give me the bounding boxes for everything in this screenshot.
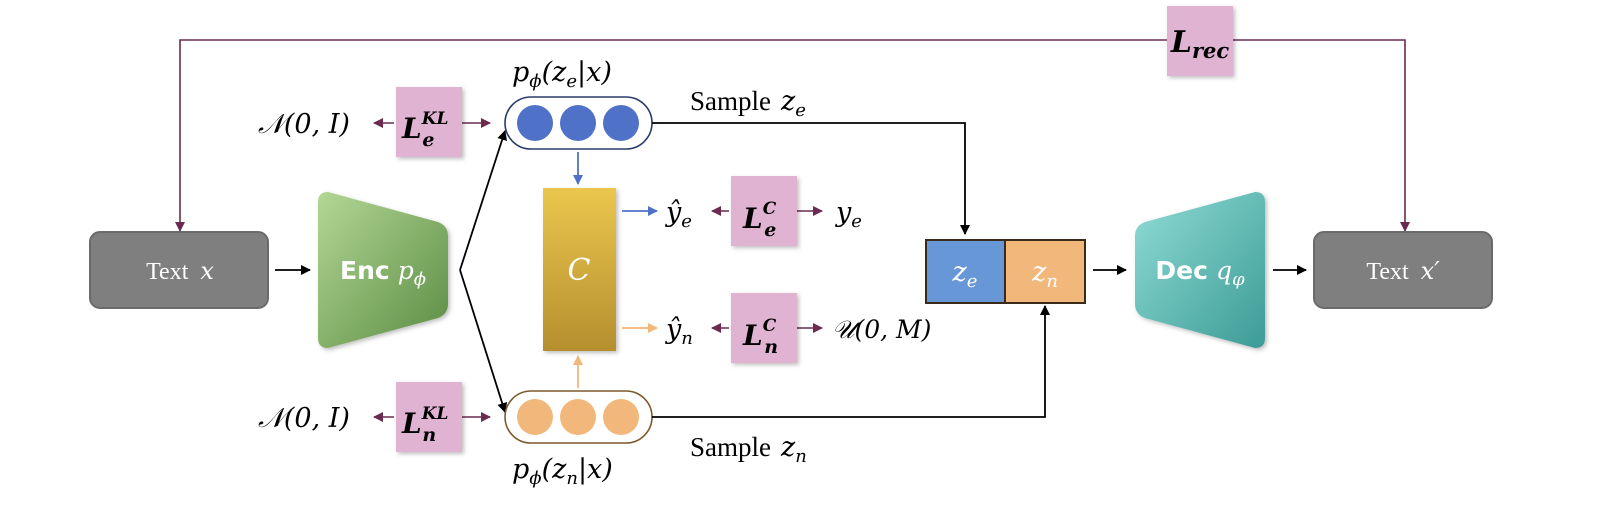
latent-n-label: zn (1031, 257, 1058, 292)
output-text-box: Text x′ (1313, 231, 1493, 309)
c-e-sub: e (764, 219, 776, 241)
classifier-label: C (568, 253, 591, 288)
prior-e: 𝒩(0, I) (258, 109, 350, 140)
decoder-var: q (1216, 256, 1232, 285)
arrow-encoder-to-ze (459, 130, 507, 271)
c-e-sup: C (763, 199, 777, 219)
prior-n: 𝒩(0, I) (258, 403, 350, 434)
rec-loss-line-right (1233, 39, 1410, 232)
rec-loss-base: L (1170, 25, 1192, 60)
encoder-block: Enc pϕ (318, 192, 448, 348)
c-n-sup: C (763, 316, 777, 336)
kl-n-sup: KL (421, 404, 449, 424)
input-text-label: Text (146, 259, 189, 285)
input-text-var: x (200, 257, 214, 285)
c-loss-e-box: LC e (731, 176, 797, 246)
c-e-base: L (742, 202, 763, 235)
c-n-sub: n (764, 336, 778, 358)
sample-n-line (652, 305, 1050, 418)
encoder-var: p (398, 256, 414, 285)
posterior-n-label: pϕ(zn|x) (512, 454, 613, 489)
output-text-label: Text (1366, 259, 1409, 285)
latent-concat: ze zn (925, 239, 1086, 304)
kl-e-sup: KL (421, 109, 449, 129)
kl-n-base: L (401, 407, 422, 440)
sample-n-text: Sample zn (690, 432, 807, 467)
yhat-n: ŷn (665, 314, 693, 349)
kl-n-sub: n (422, 424, 436, 446)
rec-loss-line (175, 39, 1167, 232)
latent-e-label: ze (952, 257, 978, 292)
classifier-block: C (543, 188, 616, 351)
target-n: 𝒰(0, M) (832, 315, 931, 344)
decoder-label: Dec (1155, 256, 1208, 285)
kl-loss-e-box: LKL e (396, 87, 462, 157)
posterior-e-label: pϕ(ze|x) (512, 57, 612, 92)
svg-text:Lrec: Lrec (1170, 25, 1230, 63)
svg-text:LCe: LC e (742, 199, 777, 241)
posterior-e-node (504, 96, 653, 150)
rec-loss-box: Lrec (1167, 6, 1233, 76)
rec-loss-sub: rec (1192, 38, 1229, 63)
kl-loss-n-box: LKL n (396, 382, 462, 452)
c-n-base: L (742, 319, 763, 352)
kl-e-base: L (401, 112, 422, 145)
sample-e-line (652, 122, 970, 235)
arrow-encoder-to-zn (459, 269, 508, 413)
yhat-e: ŷe (665, 197, 692, 232)
decoder-block: Dec qφ (1135, 192, 1265, 348)
posterior-n-node (504, 390, 653, 444)
encoder-label: Enc (340, 256, 390, 285)
svg-text:LCn: LC n (742, 316, 778, 358)
kl-e-sub: e (422, 129, 434, 151)
input-text-box: Text x (89, 231, 269, 309)
output-text-var: x′ (1421, 257, 1441, 285)
target-e: ye (835, 197, 862, 232)
encoder-sub: ϕ (414, 269, 426, 290)
decoder-sub: φ (1232, 269, 1245, 290)
c-loss-n-box: LC n (731, 293, 797, 363)
sample-e-text: Sample ze (690, 86, 806, 121)
